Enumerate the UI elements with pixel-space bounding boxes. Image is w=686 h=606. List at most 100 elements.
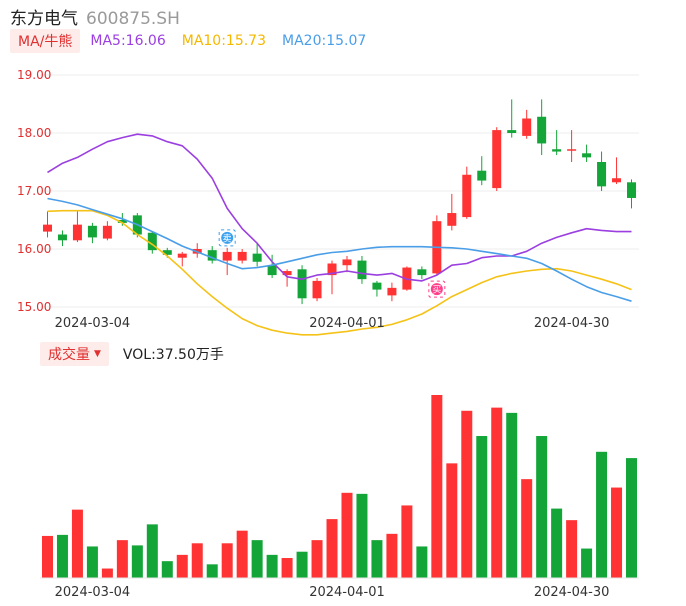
volume-dropdown-label: 成交量 xyxy=(48,347,90,363)
volume-bar xyxy=(176,554,188,578)
candle-body xyxy=(492,130,502,189)
volume-bar xyxy=(446,463,458,578)
candle-body xyxy=(117,220,127,223)
candle-body xyxy=(72,224,82,241)
candle-body xyxy=(237,251,247,261)
ma5-label: MA5:16.06 xyxy=(90,33,166,49)
volume-bar xyxy=(401,505,413,578)
volume-bar xyxy=(431,395,443,578)
candle-body xyxy=(372,282,382,290)
ma20-line xyxy=(47,197,632,302)
price-date-label: 2024-04-30 xyxy=(534,316,610,331)
candle-body xyxy=(102,225,112,239)
candle-body xyxy=(297,269,307,299)
stock-header: 东方电气 600875.SH xyxy=(10,4,180,29)
candle-body xyxy=(342,259,352,266)
candle-body xyxy=(222,251,232,261)
volume-bar xyxy=(506,412,518,578)
ma-toggle-button[interactable]: MA/牛熊 xyxy=(10,29,81,53)
candle-body xyxy=(252,253,262,262)
volume-bar xyxy=(206,564,218,578)
signal-marker-frame xyxy=(218,229,236,247)
candle-body xyxy=(627,182,637,198)
volume-bar xyxy=(341,492,353,578)
volume-bar xyxy=(416,546,428,578)
candle-body xyxy=(582,153,592,158)
volume-bar xyxy=(221,543,233,578)
candle-body xyxy=(567,149,577,151)
candle-body xyxy=(357,260,367,280)
price-tick-label: 15.00 xyxy=(17,300,51,314)
volume-bar xyxy=(281,558,293,578)
candle-body xyxy=(552,149,562,152)
candle-body xyxy=(477,170,487,181)
volume-date-label: 2024-04-01 xyxy=(309,585,385,600)
volume-bar xyxy=(191,543,203,578)
volume-bar xyxy=(536,436,548,578)
ma10-label: MA10:15.73 xyxy=(181,33,267,49)
candle-body xyxy=(447,213,457,226)
volume-bar xyxy=(476,436,488,578)
candle-body xyxy=(612,178,622,183)
volume-bar xyxy=(551,508,563,578)
volume-bar xyxy=(146,524,158,578)
volume-bar xyxy=(161,561,173,578)
volume-bar xyxy=(266,554,278,578)
volume-bar xyxy=(581,548,593,578)
volume-bar xyxy=(86,546,98,578)
volume-bar xyxy=(131,545,143,578)
volume-bar xyxy=(356,493,368,578)
volume-bar xyxy=(251,540,263,578)
ma5-line xyxy=(47,133,632,282)
price-date-label: 2024-03-04 xyxy=(55,316,131,331)
signal-marker-label: 买 xyxy=(432,285,441,296)
volume-bar xyxy=(326,519,338,578)
volume-indicator-dropdown[interactable]: 成交量 ▼ xyxy=(40,342,109,366)
candle-body xyxy=(507,130,517,133)
volume-bar xyxy=(461,410,473,578)
volume-bar xyxy=(386,533,398,578)
price-tick-label: 17.00 xyxy=(17,184,51,198)
candle-body xyxy=(597,162,607,187)
volume-bar xyxy=(296,551,308,578)
dropdown-caret-icon: ▼ xyxy=(94,349,101,359)
candle-body xyxy=(327,263,337,276)
candle-body xyxy=(207,250,217,261)
volume-bar xyxy=(41,535,53,578)
candle-body xyxy=(147,232,157,251)
candle-body xyxy=(537,116,547,144)
ma10-line xyxy=(47,209,632,336)
ma-legend: MA/牛熊 MA5:16.06 MA10:15.73 MA20:15.07 xyxy=(10,29,382,53)
signal-marker-icon xyxy=(221,231,234,244)
signal-marker-label: 卖 xyxy=(223,233,232,244)
candle-body xyxy=(417,269,427,276)
volume-legend: 成交量 ▼ VOL:37.50万手 xyxy=(40,342,224,366)
stock-code: 600875.SH xyxy=(86,9,180,29)
candle-body xyxy=(177,253,187,258)
volume-bar xyxy=(521,479,533,578)
candle-body xyxy=(57,234,67,241)
candle-body xyxy=(87,225,97,238)
volume-value: VOL:37.50万手 xyxy=(122,347,224,363)
volume-bar xyxy=(71,509,83,578)
candle-body xyxy=(42,224,52,232)
volume-bar xyxy=(596,451,608,578)
volume-bar xyxy=(626,458,638,578)
candle-body xyxy=(462,174,472,218)
volume-bar xyxy=(566,520,578,578)
volume-bar xyxy=(116,540,128,578)
volume-bar xyxy=(101,568,113,578)
volume-date-label: 2024-04-30 xyxy=(534,585,610,600)
candle-body xyxy=(162,250,172,255)
price-tick-label: 16.00 xyxy=(17,242,51,256)
price-tick-label: 18.00 xyxy=(17,126,51,140)
candle-body xyxy=(267,265,277,276)
signal-marker-icon xyxy=(430,283,443,296)
volume-bar xyxy=(311,540,323,578)
volume-bar xyxy=(371,540,383,578)
volume-bar xyxy=(56,534,68,578)
candle-body xyxy=(282,271,292,276)
ma20-label: MA20:15.07 xyxy=(282,33,367,49)
price-date-label: 2024-04-01 xyxy=(309,316,385,331)
